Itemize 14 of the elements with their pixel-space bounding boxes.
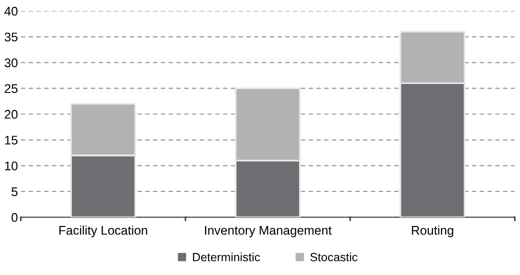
y-tick-label: 25	[4, 84, 18, 93]
y-tick-label: 30	[4, 58, 18, 68]
y-tick-label: 35	[4, 32, 18, 42]
x-tick-label: Routing	[412, 226, 454, 238]
y-tick-label: 40	[4, 6, 18, 16]
legend-label: Deterministic	[193, 252, 260, 262]
x-tick-label: Facility Location	[59, 226, 148, 238]
y-tick-label: 5	[12, 187, 18, 196]
y-tick-label: 20	[4, 110, 18, 119]
x-tick-label: Inventory Management	[205, 226, 332, 238]
y-tick-label: 10	[5, 161, 18, 170]
y-tick-label: 15	[5, 136, 18, 145]
y-tick-label: 0	[12, 213, 18, 222]
legend-label: Stocastic	[310, 252, 358, 262]
